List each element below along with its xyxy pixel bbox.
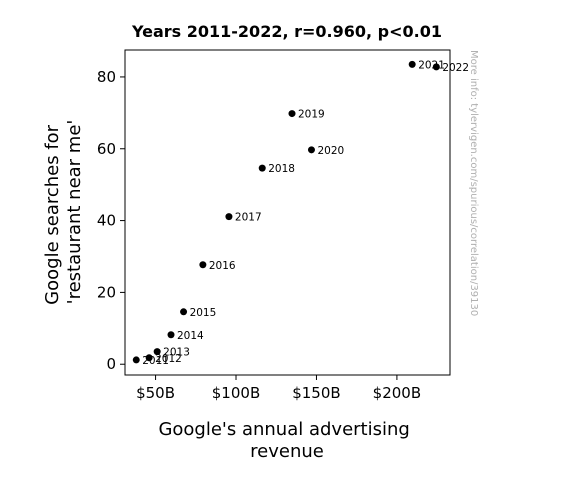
- data-point: [307, 146, 315, 154]
- data-point-label: 2015: [190, 307, 217, 319]
- y-tick-label: 0: [106, 355, 116, 373]
- data-point: [132, 356, 140, 364]
- data-point-label: 2014: [177, 330, 204, 342]
- data-point: [288, 110, 296, 118]
- x-tick-label: $200B: [373, 384, 421, 402]
- plot-area: [124, 49, 451, 376]
- data-point: [408, 60, 416, 68]
- data-point: [167, 331, 175, 339]
- data-point-label: 2017: [235, 212, 262, 224]
- data-point-label: 2013: [163, 347, 190, 359]
- data-point-label: 2022: [442, 62, 469, 74]
- data-point: [432, 63, 440, 71]
- data-points: 2011201220132014201520162017201820192020…: [132, 59, 469, 367]
- y-axis-label-line-1: Google searches for: [42, 124, 63, 305]
- chart-title: Years 2011-2022, r=0.960, p<0.01: [131, 22, 442, 41]
- x-tick-label: $50B: [136, 384, 175, 402]
- data-point: [199, 261, 207, 269]
- data-point: [258, 164, 266, 172]
- data-point: [225, 213, 233, 221]
- x-axis: $50B $100B $150B $200B: [136, 375, 421, 402]
- watermark-text: More info: tylervigen.com/spurious/corre…: [468, 50, 479, 316]
- y-axis-label: Google searches for 'restaurant near me': [42, 119, 85, 305]
- y-tick-label: 40: [97, 212, 116, 230]
- y-tick-label: 60: [97, 140, 116, 158]
- data-point: [153, 348, 161, 356]
- y-axis-label-line-2: 'restaurant near me': [64, 120, 85, 305]
- x-axis-label-line-2: revenue: [250, 441, 324, 462]
- data-point-label: 2019: [298, 109, 325, 121]
- data-point-label: 2016: [209, 260, 236, 272]
- y-tick-label: 20: [97, 283, 116, 301]
- data-point-label: 2012: [155, 353, 182, 365]
- x-axis-label: Google's annual advertising revenue: [158, 419, 415, 462]
- data-point-label: 2021: [418, 59, 445, 71]
- data-point-label: 2020: [317, 145, 344, 157]
- data-point-label: 2018: [268, 163, 295, 175]
- x-tick-label: $100B: [212, 384, 260, 402]
- plot-frame: [124, 49, 451, 376]
- x-axis-label-line-1: Google's annual advertising: [158, 419, 409, 440]
- x-tick-label: $150B: [292, 384, 340, 402]
- y-tick-label: 80: [97, 68, 116, 86]
- data-point: [180, 308, 188, 316]
- data-point: [145, 354, 153, 362]
- y-axis: 0 20 40 60 80: [97, 68, 125, 373]
